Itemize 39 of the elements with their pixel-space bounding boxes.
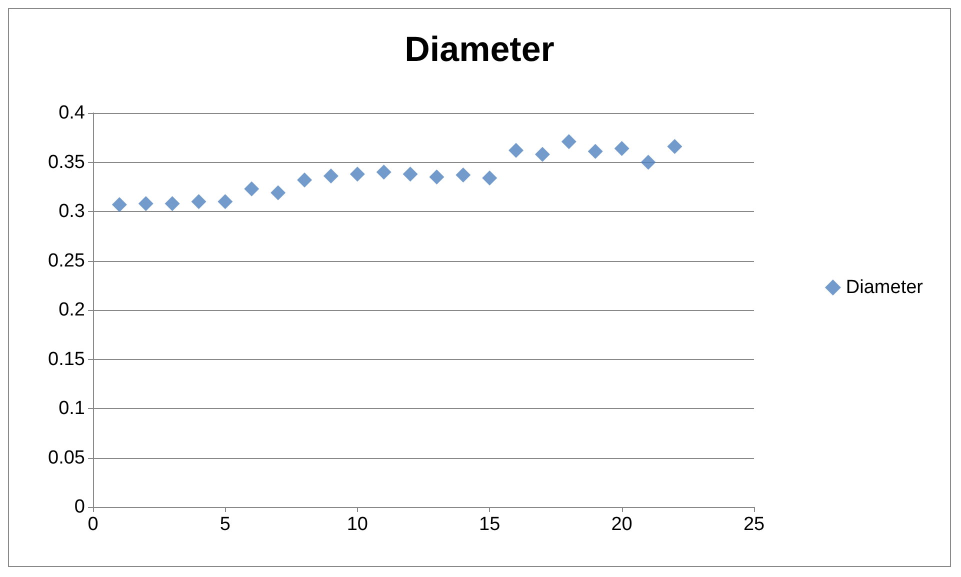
point xyxy=(138,196,154,212)
x-tick-label: 5 xyxy=(220,514,230,535)
point xyxy=(244,181,260,196)
y-tick-label: 0.3 xyxy=(58,201,85,222)
point xyxy=(270,185,286,200)
point xyxy=(614,140,630,156)
point xyxy=(534,146,550,162)
point xyxy=(456,168,471,183)
point xyxy=(350,166,365,182)
y-tick-label: 0.4 xyxy=(58,102,86,124)
x-tick-label: 20 xyxy=(611,514,632,535)
x-tick-label: 15 xyxy=(479,514,500,535)
point xyxy=(561,134,576,150)
point xyxy=(482,170,498,186)
point xyxy=(508,142,524,158)
x-tick-label: 0 xyxy=(88,514,98,535)
y-tick-label: 0.25 xyxy=(48,250,85,272)
x-tick-label: 10 xyxy=(346,514,368,535)
point xyxy=(588,144,603,159)
y-tick-label: 0.35 xyxy=(48,152,85,173)
point xyxy=(667,138,682,154)
x-tick-label: 25 xyxy=(743,514,765,535)
point xyxy=(429,170,444,185)
y-tick-label: 0.05 xyxy=(48,447,85,468)
y-tick-label: 0.2 xyxy=(58,300,85,320)
point xyxy=(164,196,180,212)
point xyxy=(376,164,392,180)
y-tick-label: 0 xyxy=(74,496,85,518)
point xyxy=(112,197,127,212)
chart-title: Diameter xyxy=(404,30,555,69)
point xyxy=(297,172,312,188)
point xyxy=(191,194,206,210)
point xyxy=(402,166,418,182)
legend-label: Diameter xyxy=(846,277,924,298)
y-tick-label: 0.15 xyxy=(48,348,85,370)
point xyxy=(218,194,233,210)
point xyxy=(323,168,338,184)
y-tick-label: 0.1 xyxy=(58,398,85,419)
point xyxy=(640,154,656,170)
